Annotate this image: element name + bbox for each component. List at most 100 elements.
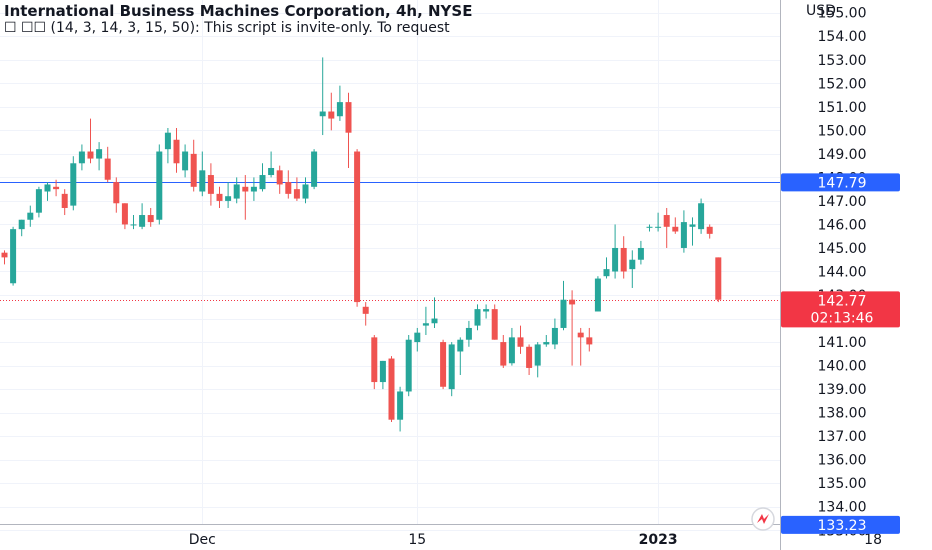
candle <box>405 335 412 397</box>
candle <box>543 335 550 347</box>
candle <box>457 337 464 376</box>
candle-body <box>70 163 77 206</box>
candle <box>130 215 137 230</box>
candle <box>164 127 171 164</box>
candle <box>560 280 567 331</box>
candle-body <box>207 175 214 194</box>
candle <box>371 335 378 390</box>
candle <box>190 139 197 192</box>
candle-body <box>569 299 576 305</box>
candle-body <box>414 332 421 343</box>
candle-body <box>104 158 111 180</box>
candle-body <box>388 358 395 420</box>
candle-body <box>448 344 455 390</box>
candle-body <box>259 175 266 190</box>
y-tick-label: 149.00 <box>818 147 867 163</box>
candle-body <box>560 299 567 328</box>
candle <box>182 144 189 178</box>
candle <box>655 212 662 232</box>
candle-body <box>646 226 653 228</box>
candle-body <box>302 184 309 199</box>
candle <box>422 306 429 336</box>
candle-body <box>268 167 275 176</box>
candle-body <box>61 193 68 208</box>
candle <box>27 205 34 227</box>
candle <box>491 304 498 340</box>
last-price-text: 142.77 <box>818 293 867 309</box>
candle-body <box>715 257 722 300</box>
y-tick-label: 139.00 <box>818 382 867 398</box>
candle <box>268 151 275 178</box>
candle <box>225 182 232 208</box>
candle-body <box>379 360 386 383</box>
y-tick-label: 138.00 <box>818 406 867 422</box>
candle-body <box>233 184 240 199</box>
candle <box>483 304 490 319</box>
candle-body <box>173 139 180 164</box>
tradingview-logo-icon <box>751 507 775 531</box>
candle-body <box>431 318 438 324</box>
candle-body <box>1 252 8 258</box>
candle-body <box>199 170 206 192</box>
candle-body <box>285 182 292 194</box>
candle <box>620 236 627 279</box>
candle-body <box>35 189 42 213</box>
candle-body <box>612 247 619 272</box>
candle <box>104 146 111 183</box>
candle <box>336 85 343 121</box>
candle <box>233 177 240 204</box>
y-tick-label: 136.00 <box>818 453 867 469</box>
candle <box>53 179 60 197</box>
candle <box>508 327 515 366</box>
candle-body <box>577 332 584 338</box>
candle <box>388 356 395 423</box>
candle-body <box>250 186 257 192</box>
candle-body <box>603 269 610 277</box>
candle-body <box>182 151 189 171</box>
candle-body <box>629 259 636 270</box>
candle <box>715 257 722 303</box>
candle <box>379 360 386 390</box>
candle-body <box>225 196 232 201</box>
candle-body <box>483 309 490 312</box>
candle <box>10 226 17 286</box>
candle <box>311 149 318 190</box>
y-tick-label: 152.00 <box>818 76 867 92</box>
y-tick-label: 151.00 <box>818 100 867 116</box>
candle <box>1 250 8 265</box>
candle <box>354 149 361 307</box>
candle <box>672 217 679 234</box>
candle-body <box>680 222 687 248</box>
candle-body <box>293 189 300 199</box>
x-tick-label: 15 <box>408 532 426 548</box>
candle <box>250 177 257 201</box>
candle-body <box>27 212 34 220</box>
candle-body <box>543 342 550 345</box>
candle <box>78 144 85 171</box>
candle <box>345 92 352 168</box>
price-axis <box>780 0 932 550</box>
candle <box>242 175 249 220</box>
candle-body <box>517 337 524 347</box>
candle <box>207 163 214 206</box>
y-tick-label: 154.00 <box>818 29 867 45</box>
y-tick-label: 153.00 <box>818 53 867 69</box>
currency-label[interactable]: USD <box>806 3 836 19</box>
candle-body <box>216 193 223 201</box>
candle-body <box>397 391 404 420</box>
candle-body <box>130 224 137 226</box>
y-tick-label: 144.00 <box>818 264 867 280</box>
candle-body <box>655 226 662 228</box>
indicator-legend[interactable]: ☐ ☐☐ (14, 3, 14, 3, 15, 50): This script… <box>4 20 450 36</box>
candle <box>173 127 180 173</box>
candle-body <box>336 102 343 117</box>
candle <box>534 342 541 378</box>
y-tick-label: 141.00 <box>818 335 867 351</box>
candle <box>70 156 77 211</box>
candle <box>156 144 163 225</box>
candle <box>586 327 593 352</box>
y-tick-label: 140.00 <box>818 359 867 375</box>
candle-body <box>10 229 17 284</box>
y-tick-label: 137.00 <box>818 429 867 445</box>
